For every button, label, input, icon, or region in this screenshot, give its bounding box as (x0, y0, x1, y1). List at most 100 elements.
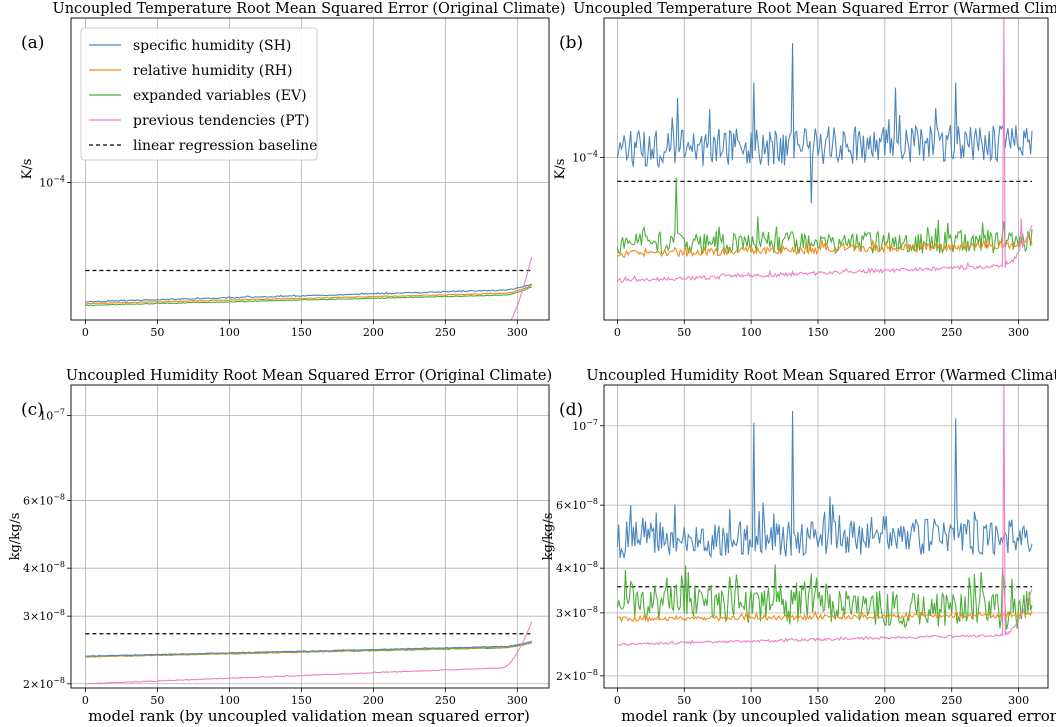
chart-title: Uncoupled Humidity Root Mean Squared Err… (586, 368, 1056, 384)
tick-label-exponent: −8 (53, 676, 65, 685)
plot-area (85, 621, 533, 685)
series-line-rh (617, 610, 1033, 623)
y-tick-label: 10−4 (39, 175, 65, 190)
series-line-pt (85, 621, 533, 685)
series-line-ev (616, 177, 1033, 255)
series-line-ev (85, 286, 532, 307)
tick-label-base: 4×10 (23, 562, 53, 575)
tick-label-base: 10 (572, 151, 586, 164)
x-tick-label: 200 (363, 694, 384, 707)
y-axis-label: kg/kg/s (541, 513, 556, 561)
legend-label: relative humidity (RH) (133, 63, 292, 79)
y-tick-label: 10−4 (572, 149, 598, 164)
tick-label-base: 3×10 (556, 607, 586, 620)
series-line-sh (85, 283, 532, 303)
x-tick-label: 250 (435, 694, 456, 707)
x-tick-label: 300 (507, 694, 528, 707)
tick-label-base: 6×10 (23, 495, 53, 508)
tick-label-base: 4×10 (556, 562, 586, 575)
plot-area (616, 385, 1033, 647)
tick-label-exponent: −8 (586, 560, 598, 569)
x-tick-label: 100 (219, 694, 240, 707)
x-tick-label: 250 (941, 326, 962, 339)
y-tick-label: 6×10−8 (23, 493, 65, 508)
chart-title: Uncoupled Temperature Root Mean Squared … (573, 1, 1056, 17)
tick-label-exponent: −7 (53, 407, 65, 416)
chart-title: Uncoupled Temperature Root Mean Squared … (53, 1, 566, 17)
tick-label-exponent: −4 (53, 175, 65, 184)
tick-label-base: 10 (39, 409, 53, 422)
x-tick-label: 100 (219, 326, 240, 339)
y-tick-label: 2×10−8 (556, 668, 598, 683)
series-line-rh (617, 234, 1033, 259)
panel-letter: (b) (559, 33, 583, 53)
panel-letter: (a) (21, 33, 44, 53)
y-tick-label: 2×10−8 (23, 676, 65, 691)
panel-letter: (d) (559, 400, 583, 420)
x-tick-label: 250 (941, 694, 962, 707)
panel-c: Uncoupled Humidity Root Mean Squared Err… (8, 368, 552, 707)
y-tick-label: 10−7 (572, 418, 598, 433)
y-tick-label: 10−7 (39, 407, 65, 422)
tick-label-base: 3×10 (23, 610, 53, 623)
legend-label: specific humidity (SH) (133, 38, 291, 54)
panel-b: Uncoupled Temperature Root Mean Squared … (553, 1, 1056, 339)
legend: specific humidity (SH) relative humidity … (80, 27, 318, 161)
tick-label-base: 2×10 (556, 670, 586, 683)
tick-label-exponent: −8 (586, 497, 598, 506)
plot-area (616, 18, 1033, 283)
tick-label-exponent: −8 (53, 493, 65, 502)
x-tick-label: 0 (82, 326, 89, 339)
x-tick-label: 300 (1008, 326, 1029, 339)
y-tick-label: 4×10−8 (556, 560, 598, 575)
x-tick-label: 200 (363, 326, 384, 339)
panel-d: Uncoupled Humidity Root Mean Squared Err… (541, 368, 1056, 707)
tick-label-base: 10 (39, 177, 53, 190)
series-line-sh (85, 640, 532, 657)
x-tick-label: 50 (150, 694, 164, 707)
axes-frame (603, 384, 1049, 689)
panel-letter: (c) (21, 400, 44, 420)
x-axis-label-right: model rank (by uncoupled validation mean… (621, 707, 1056, 725)
legend-box (80, 27, 318, 161)
series-line-sh (616, 43, 1033, 204)
axes-frame (70, 17, 550, 321)
tick-label-exponent: −8 (586, 605, 598, 614)
series-line-sh (616, 410, 1033, 559)
axes-frame (70, 384, 550, 689)
tick-label-base: 6×10 (556, 499, 586, 512)
x-tick-label: 100 (741, 326, 762, 339)
y-tick-label: 6×10−8 (556, 497, 598, 512)
plot-area (85, 256, 533, 320)
tick-label-exponent: −8 (53, 608, 65, 617)
x-tick-label: 50 (677, 326, 691, 339)
x-tick-label: 100 (741, 694, 762, 707)
series-line-pt (617, 385, 1033, 647)
x-tick-label: 0 (614, 694, 621, 707)
tick-label-exponent: −8 (586, 668, 598, 677)
panel-a: Uncoupled Temperature Root Mean Squared … (20, 1, 566, 339)
legend-label: previous tendencies (PT) (133, 113, 310, 129)
legend-label: linear regression baseline (133, 138, 317, 154)
y-axis-label: K/s (553, 159, 568, 180)
x-tick-label: 300 (507, 326, 528, 339)
x-tick-label: 300 (1008, 694, 1029, 707)
tick-label-base: 10 (572, 420, 586, 433)
tick-label-exponent: −7 (586, 418, 598, 427)
series-line-pt (616, 18, 1033, 283)
legend-label: expanded variables (EV) (133, 88, 307, 104)
axes-frame (603, 17, 1049, 321)
x-tick-label: 0 (82, 694, 89, 707)
y-axis-label: K/s (20, 159, 35, 180)
y-tick-label: 4×10−8 (23, 560, 65, 575)
x-axis-label-left: model rank (by uncoupled validation mean… (88, 707, 530, 725)
x-tick-label: 0 (614, 326, 621, 339)
x-tick-label: 200 (874, 326, 895, 339)
x-tick-label: 150 (807, 694, 828, 707)
tick-label-exponent: −4 (586, 149, 598, 158)
y-axis-label: kg/kg/s (8, 513, 23, 561)
x-tick-label: 200 (874, 694, 895, 707)
x-tick-label: 250 (435, 326, 456, 339)
x-tick-label: 150 (291, 326, 312, 339)
